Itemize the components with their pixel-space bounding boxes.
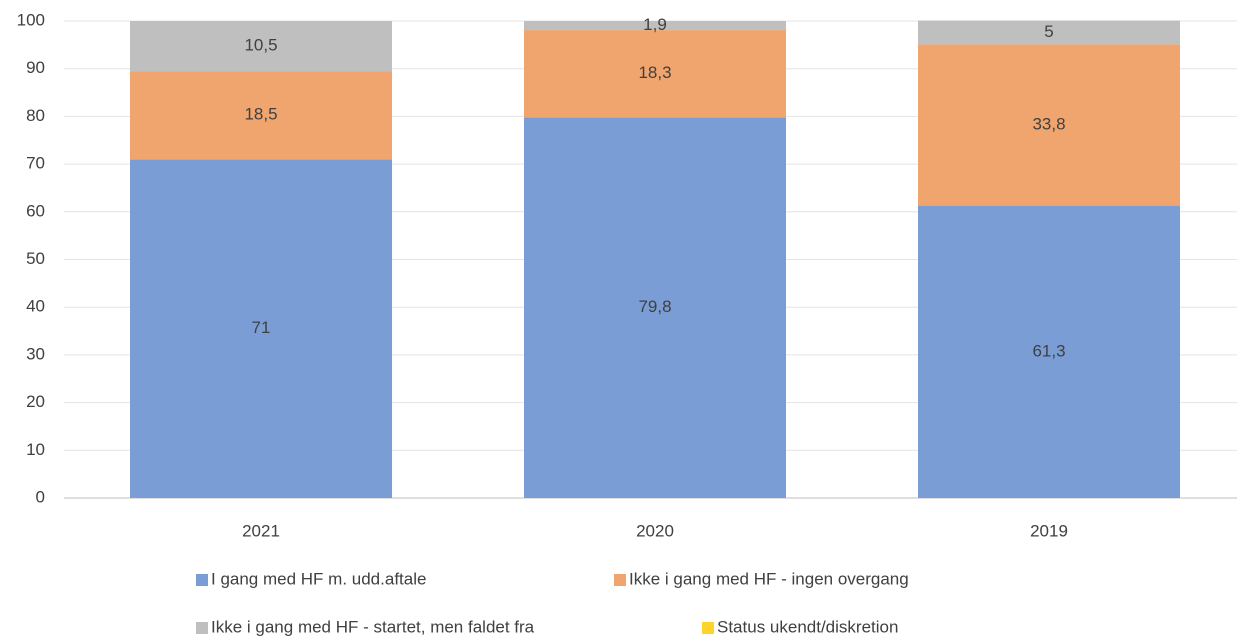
legend-label: Status ukendt/diskretion bbox=[717, 617, 898, 636]
data-label: 79,8 bbox=[638, 297, 671, 316]
x-tick-label: 2021 bbox=[242, 521, 280, 540]
y-tick-label: 100 bbox=[17, 10, 45, 29]
data-label: 33,8 bbox=[1032, 114, 1065, 133]
data-label: 18,3 bbox=[638, 63, 671, 82]
legend-label: Ikke i gang med HF - startet, men faldet… bbox=[211, 617, 535, 636]
data-label: 18,5 bbox=[244, 105, 277, 124]
data-label: 5 bbox=[1044, 22, 1053, 41]
y-tick-label: 60 bbox=[26, 201, 45, 220]
bar-segment bbox=[524, 30, 786, 118]
legend-swatch bbox=[196, 574, 208, 586]
bar-segment bbox=[130, 71, 392, 160]
y-tick-label: 50 bbox=[26, 249, 45, 268]
y-tick-label: 10 bbox=[26, 440, 45, 459]
bar-segment bbox=[524, 117, 786, 498]
y-tick-label: 90 bbox=[26, 58, 45, 77]
bar-segment bbox=[130, 21, 392, 72]
x-tick-label: 2019 bbox=[1030, 521, 1068, 540]
legend-label: I gang med HF m. udd.aftale bbox=[211, 569, 426, 588]
y-tick-label: 80 bbox=[26, 106, 45, 125]
y-tick-label: 30 bbox=[26, 344, 45, 363]
data-label: 61,3 bbox=[1032, 341, 1065, 360]
data-label: 1,9 bbox=[643, 15, 667, 34]
x-tick-label: 2020 bbox=[636, 521, 674, 540]
y-tick-label: 20 bbox=[26, 392, 45, 411]
bar-segment bbox=[524, 21, 786, 31]
y-tick-label: 0 bbox=[36, 487, 45, 506]
bar-segment bbox=[918, 44, 1180, 206]
legend-swatch bbox=[702, 622, 714, 634]
y-tick-label: 40 bbox=[26, 297, 45, 316]
data-label: 10,5 bbox=[244, 36, 277, 55]
legend-label: Ikke i gang med HF - ingen overgang bbox=[629, 569, 909, 588]
bar-segment bbox=[918, 20, 1180, 45]
legend-swatch bbox=[196, 622, 208, 634]
legend-swatch bbox=[614, 574, 626, 586]
bar-segment bbox=[918, 205, 1180, 498]
data-label: 71 bbox=[252, 318, 271, 337]
y-tick-label: 70 bbox=[26, 154, 45, 173]
bar-segment bbox=[130, 159, 392, 498]
